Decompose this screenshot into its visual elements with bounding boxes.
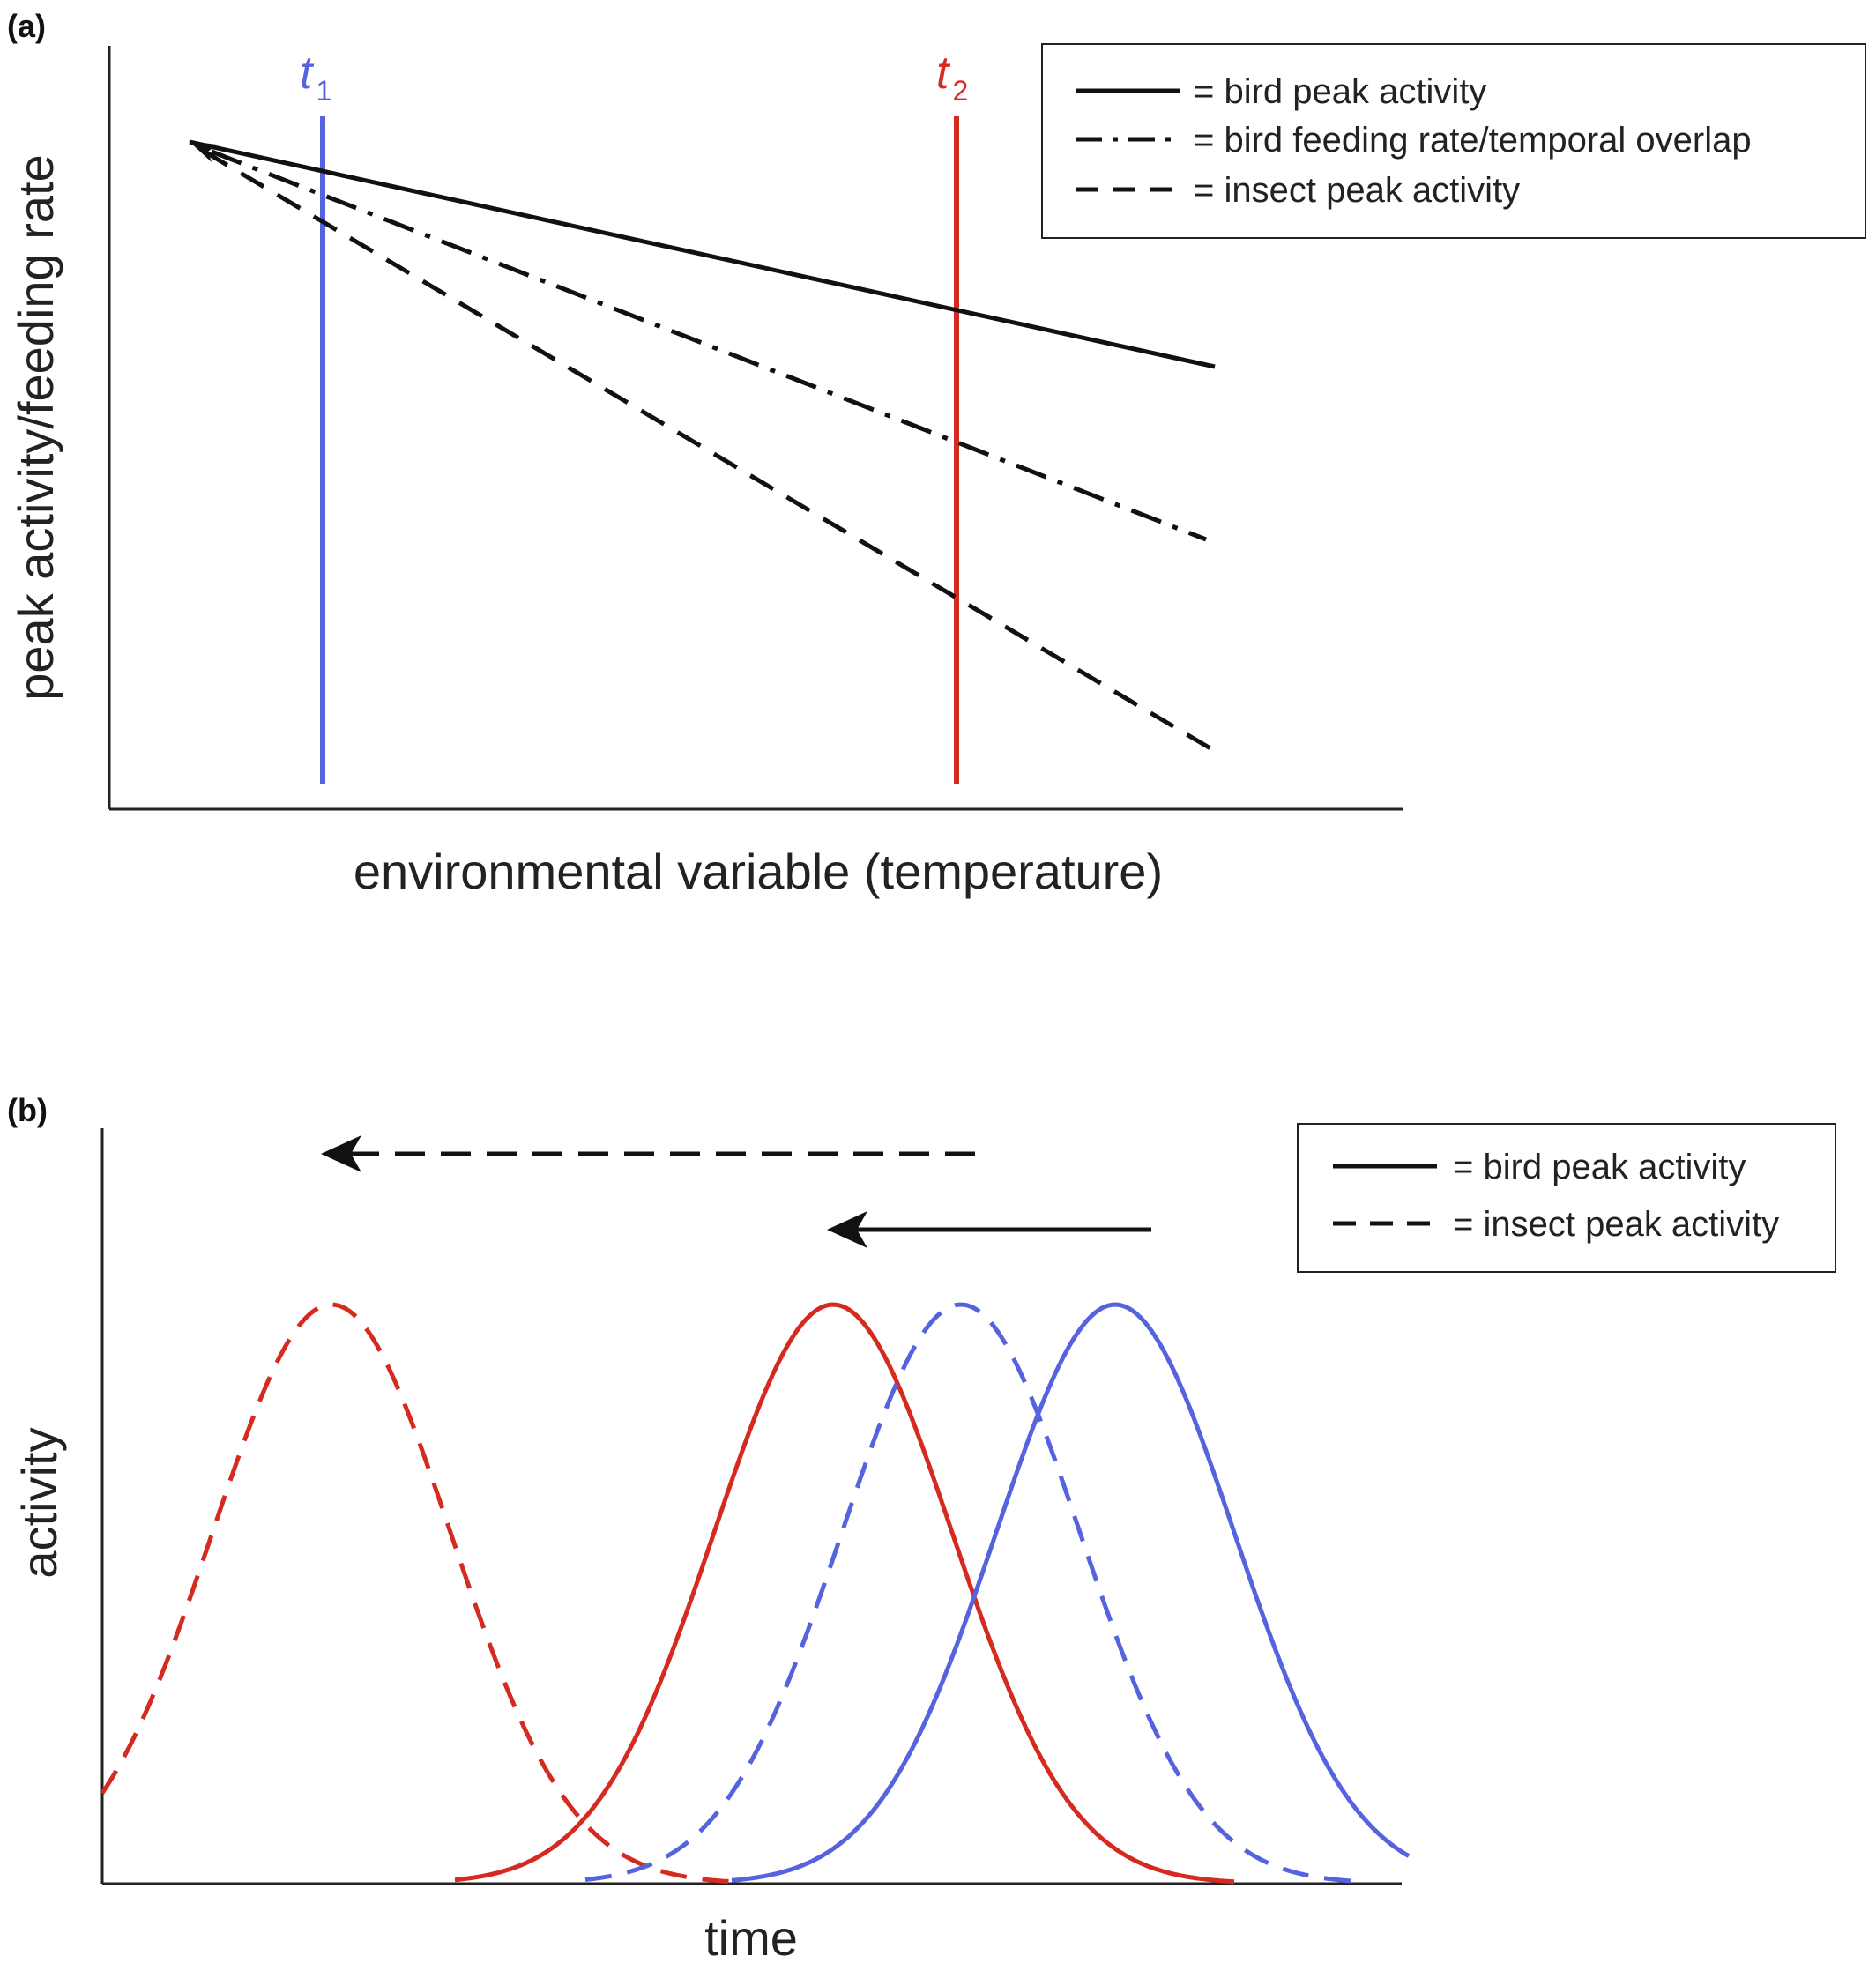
legend-b-insect-peak: = insect peak activity [1453,1205,1779,1244]
insect-shift-arrowhead [321,1135,361,1172]
panel-a: (a) peak activity/feeding rate environme… [7,8,1866,899]
bird-peak-activity-line [189,139,1216,369]
t1-letter: t [300,48,315,99]
panel-a-ylabel: peak activity/feeding rate [8,154,63,700]
panel-b-ylabel: activity [11,1427,67,1578]
legend-a-bird-feeding: = bird feeding rate/temporal overlap [1194,121,1752,160]
panel-a-legend-box [1041,43,1866,239]
t1-subscript: 1 [316,75,331,107]
panel-b-xlabel: time [704,1910,798,1963]
t2-letter: t [936,48,951,99]
panel-a-legend: = bird peak activity = bird feeding rate… [1041,43,1866,239]
panel-a-label: (a) [7,8,46,44]
insect-activity-curve-t2 [100,1302,731,1885]
bird-activity-curve-t1 [731,1302,1411,1883]
t2-subscript: 2 [952,75,968,107]
legend-a-bird-peak: = bird peak activity [1194,72,1486,111]
legend-b-bird-peak: = bird peak activity [1453,1148,1746,1186]
insect-peak-activity-line [203,149,1217,754]
convergence-arrowhead [189,141,217,162]
panel-b-label: (b) [7,1092,48,1128]
bird-feeding-rate-line [211,149,1207,542]
panel-b: (b) activity time = bird peak activity =… [7,1092,1836,1963]
legend-a-insect-peak: = insect peak activity [1194,171,1520,210]
panel-a-xlabel: environmental variable (temperature) [354,844,1163,899]
panel-b-legend-box [1297,1123,1836,1273]
bird-shift-arrowhead [827,1211,867,1248]
insect-activity-curve-t1 [584,1302,1366,1885]
activity-curves [100,1302,1411,1885]
bird-activity-curve-t2 [454,1302,1235,1885]
panel-b-legend: = bird peak activity = insect peak activ… [1297,1123,1836,1273]
